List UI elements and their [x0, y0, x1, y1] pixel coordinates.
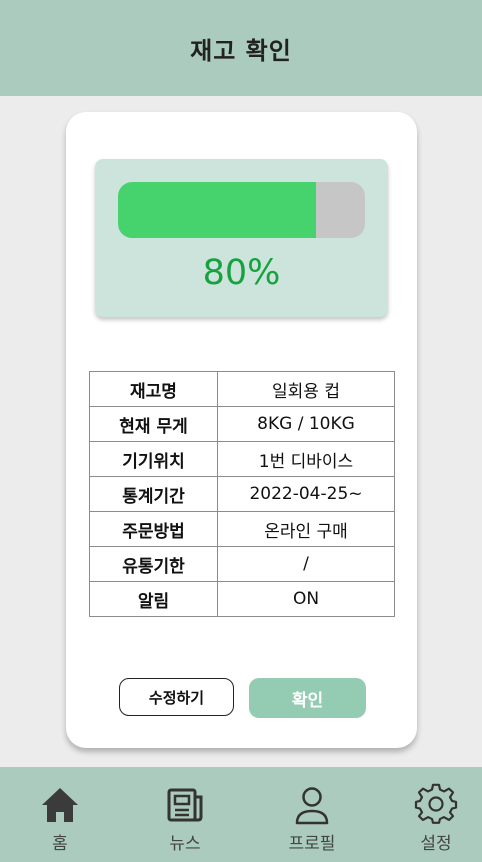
bottom-nav: 홈 뉴스 프로필 설정 — [0, 767, 482, 862]
row-value: 2022-04-25~ — [217, 476, 395, 512]
news-icon — [167, 788, 203, 822]
nav-label: 뉴스 — [169, 834, 201, 854]
row-value: 일회용 컵 — [217, 371, 395, 407]
nav-item-home[interactable]: 홈 — [20, 783, 100, 854]
nav-label: 프로필 — [288, 834, 336, 854]
nav-item-settings[interactable]: 설정 — [396, 783, 476, 854]
row-value: 온라인 구매 — [217, 511, 395, 547]
table-row: 기기위치 1번 디바이스 — [89, 441, 395, 477]
inventory-info-table: 재고명 일회용 컵 현재 무게 8KG / 10KG 기기위치 1번 디바이스 … — [89, 371, 395, 617]
nav-label: 홈 — [52, 834, 68, 854]
percent-label: 80% — [202, 253, 281, 293]
table-row: 유통기한 / — [89, 546, 395, 582]
table-row: 알림 ON — [89, 581, 395, 617]
settings-icon — [414, 783, 458, 824]
row-key: 현재 무게 — [89, 406, 218, 442]
row-key: 기기위치 — [89, 441, 218, 477]
row-key: 통계기간 — [89, 476, 218, 512]
row-value: / — [217, 546, 395, 582]
stock-gauge: 80% — [95, 159, 388, 317]
row-key: 주문방법 — [89, 511, 218, 547]
progress-track — [118, 182, 365, 238]
top-app-bar: 재고 확인 — [0, 0, 482, 96]
home-icon — [42, 788, 78, 822]
page-title: 재고 확인 — [190, 36, 292, 65]
progress-fill — [118, 182, 316, 238]
edit-button[interactable]: 수정하기 — [119, 678, 234, 716]
row-value: ON — [217, 581, 395, 617]
row-key: 유통기한 — [89, 546, 218, 582]
table-row: 주문방법 온라인 구매 — [89, 511, 395, 547]
table-row: 재고명 일회용 컵 — [89, 371, 395, 407]
nav-label: 설정 — [420, 834, 452, 854]
row-value: 1번 디바이스 — [217, 441, 395, 477]
confirm-button[interactable]: 확인 — [249, 678, 366, 718]
row-key: 재고명 — [89, 371, 218, 407]
profile-icon — [295, 787, 329, 825]
table-row: 통계기간 2022-04-25~ — [89, 476, 395, 512]
nav-item-profile[interactable]: 프로필 — [272, 783, 352, 854]
row-key: 알림 — [89, 581, 218, 617]
nav-item-news[interactable]: 뉴스 — [145, 783, 225, 854]
inventory-card: 80% 재고명 일회용 컵 현재 무게 8KG / 10KG 기기위치 1번 디… — [66, 112, 417, 748]
row-value: 8KG / 10KG — [217, 406, 395, 442]
table-row: 현재 무게 8KG / 10KG — [89, 406, 395, 442]
